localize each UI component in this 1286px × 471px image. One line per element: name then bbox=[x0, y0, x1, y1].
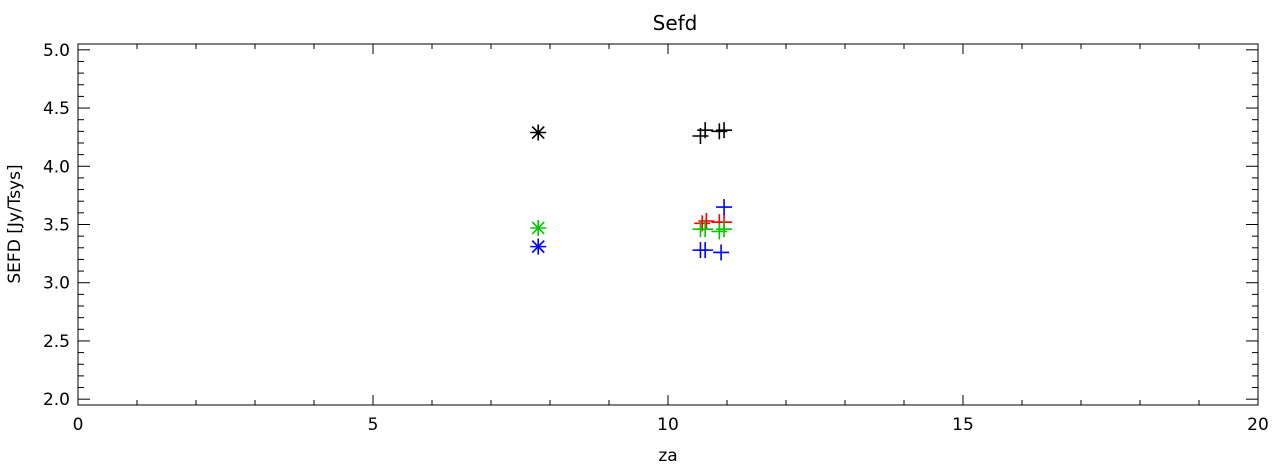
ticks: 0 5 10 15 20 2.0 2.5 3.0 3.5 4.0 4.5 5.0 bbox=[43, 41, 1269, 435]
plus-point bbox=[716, 221, 733, 238]
plus-point bbox=[697, 242, 714, 259]
y-tick-label: 3.5 bbox=[43, 216, 70, 236]
axes bbox=[77, 43, 1259, 406]
y-tick-label: 4.5 bbox=[43, 99, 70, 119]
x-tick-label: 15 bbox=[952, 415, 974, 435]
plus-point bbox=[716, 122, 733, 139]
y-tick-label: 5.0 bbox=[43, 41, 70, 61]
data-points bbox=[530, 122, 733, 261]
asterisk-point bbox=[530, 219, 547, 236]
plus-point bbox=[716, 199, 733, 216]
y-tick-label: 3.0 bbox=[43, 274, 70, 294]
x-axis-label: za bbox=[658, 446, 677, 466]
plus-point bbox=[697, 221, 714, 238]
x-tick-label: 20 bbox=[1247, 415, 1269, 435]
chart-title: Sefd bbox=[653, 11, 698, 35]
y-tick-label: 4.0 bbox=[43, 157, 70, 177]
plus-point bbox=[711, 223, 728, 240]
x-tick-label: 0 bbox=[73, 415, 84, 435]
asterisk-point bbox=[530, 238, 547, 255]
plus-point bbox=[697, 122, 714, 139]
x-tick-label: 10 bbox=[657, 415, 679, 435]
plus-point bbox=[711, 123, 728, 140]
plot-frame bbox=[77, 43, 1259, 406]
plus-point bbox=[698, 213, 715, 230]
y-tick-label: 2.0 bbox=[43, 390, 70, 410]
y-tick-label: 2.5 bbox=[43, 332, 70, 352]
x-tick-label: 5 bbox=[368, 415, 379, 435]
asterisk-point bbox=[530, 124, 547, 141]
y-axis-label: SEFD [Jy/Tsys] bbox=[5, 164, 25, 283]
plus-point bbox=[713, 244, 730, 261]
